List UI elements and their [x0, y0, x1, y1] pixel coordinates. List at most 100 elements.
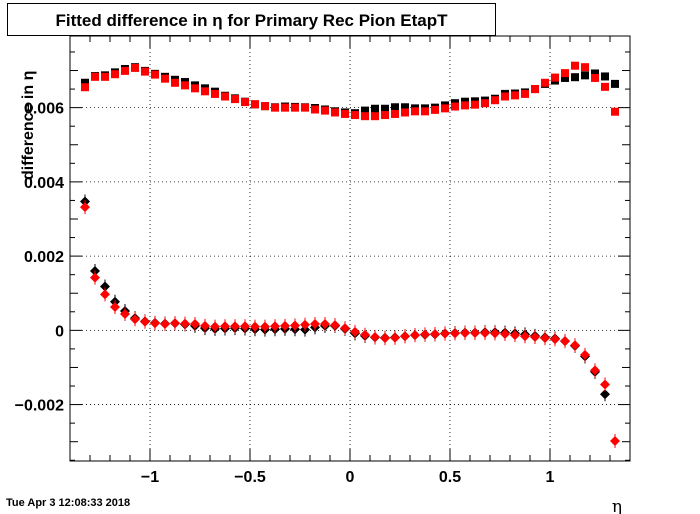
data-point-square	[361, 112, 369, 121]
data-point-diamond	[330, 320, 340, 331]
data-point-square	[381, 104, 389, 113]
data-point-square	[181, 81, 189, 90]
y-tick-label: 0.006	[24, 101, 64, 118]
x-tick-label: −1	[141, 469, 159, 486]
data-point-diamond	[550, 334, 560, 345]
data-point-diamond	[200, 320, 210, 331]
data-point-square	[551, 73, 559, 82]
data-point-square	[381, 111, 389, 120]
data-point-square	[281, 103, 289, 112]
data-point-diamond	[100, 281, 110, 292]
data-point-square	[231, 95, 239, 104]
data-point-diamond	[540, 333, 550, 344]
y-tick-label: −0.002	[15, 398, 64, 415]
data-point-diamond	[390, 332, 400, 343]
data-point-square	[581, 63, 589, 72]
data-point-square	[491, 96, 499, 105]
data-point-diamond	[460, 327, 470, 338]
data-point-diamond	[300, 319, 310, 330]
data-point-diamond	[350, 326, 360, 337]
data-point-diamond	[600, 379, 610, 390]
data-point-diamond	[420, 329, 430, 340]
data-point-diamond	[490, 328, 500, 339]
x-tick-label: −0.5	[234, 469, 266, 486]
data-point-square	[411, 107, 419, 116]
data-point-square	[361, 106, 369, 115]
data-point-diamond	[140, 316, 150, 327]
data-point-square	[201, 87, 209, 96]
data-point-diamond	[410, 330, 420, 341]
x-tick-label: 0	[346, 469, 355, 486]
data-point-square	[391, 109, 399, 118]
data-point-square	[461, 101, 469, 110]
data-point-square	[221, 92, 229, 101]
data-point-square	[371, 104, 379, 113]
data-point-diamond	[320, 319, 330, 330]
data-point-square	[601, 82, 609, 91]
data-point-square	[241, 98, 249, 107]
data-point-square	[521, 89, 529, 98]
data-point-diamond	[590, 365, 600, 376]
data-point-square	[251, 100, 259, 109]
data-point-square	[611, 79, 619, 88]
data-point-square	[421, 107, 429, 116]
data-point-square	[581, 71, 589, 80]
data-point-square	[501, 92, 509, 101]
data-point-square	[441, 104, 449, 113]
data-point-square	[291, 103, 299, 112]
data-point-square	[561, 73, 569, 82]
data-point-square	[591, 69, 599, 78]
data-point-diamond	[310, 319, 320, 330]
x-tick-label: 1	[546, 469, 555, 486]
data-point-square	[131, 63, 139, 72]
data-point-diamond	[130, 314, 140, 325]
chart-title: Fitted difference in η for Primary Rec P…	[55, 11, 448, 30]
data-point-diamond	[470, 327, 480, 338]
data-point-diamond	[400, 331, 410, 342]
data-point-diamond	[380, 333, 390, 344]
data-point-square	[81, 83, 89, 92]
data-point-diamond	[80, 202, 90, 213]
data-point-square	[371, 112, 379, 121]
data-point-square	[511, 91, 519, 100]
data-point-square	[331, 108, 339, 117]
data-point-diamond	[360, 329, 370, 340]
data-point-diamond	[520, 331, 530, 342]
grid-lines	[70, 36, 630, 461]
chart-title-box: Fitted difference in η for Primary Rec P…	[7, 3, 496, 36]
data-point-square	[321, 106, 329, 115]
data-point-diamond	[150, 318, 160, 329]
data-point-square	[171, 78, 179, 87]
x-tick-label: 0.5	[439, 469, 461, 486]
data-point-square	[401, 103, 409, 112]
data-point-square	[431, 105, 439, 114]
y-tick-label: 0.002	[24, 249, 64, 266]
data-point-square	[401, 108, 409, 117]
data-point-square	[611, 107, 619, 116]
data-points	[80, 61, 620, 448]
data-point-square	[481, 99, 489, 108]
data-point-square	[91, 72, 99, 81]
data-point-diamond	[260, 321, 270, 332]
data-point-diamond	[120, 309, 130, 320]
y-tick-label: 0.004	[24, 175, 64, 192]
data-point-diamond	[110, 301, 120, 312]
data-point-diamond	[280, 320, 290, 331]
x-axis-title: η	[612, 497, 622, 514]
data-point-diamond	[370, 332, 380, 343]
tick-labels: −1 −0.5 0 0.5 1 −0.002 0 0.002 0.004 0.006	[15, 101, 555, 486]
data-point-square	[151, 70, 159, 79]
data-point-square	[561, 69, 569, 78]
data-point-diamond	[220, 321, 230, 332]
data-point-square	[351, 111, 359, 120]
data-point-diamond	[480, 327, 490, 338]
data-point-diamond	[230, 321, 240, 332]
data-point-square	[531, 85, 539, 94]
y-axis-title: difference in η	[20, 71, 37, 180]
data-point-square	[471, 100, 479, 109]
data-point-square	[141, 67, 149, 76]
y-tick-label: 0	[55, 323, 64, 340]
data-point-square	[301, 103, 309, 112]
data-point-diamond	[190, 319, 200, 330]
